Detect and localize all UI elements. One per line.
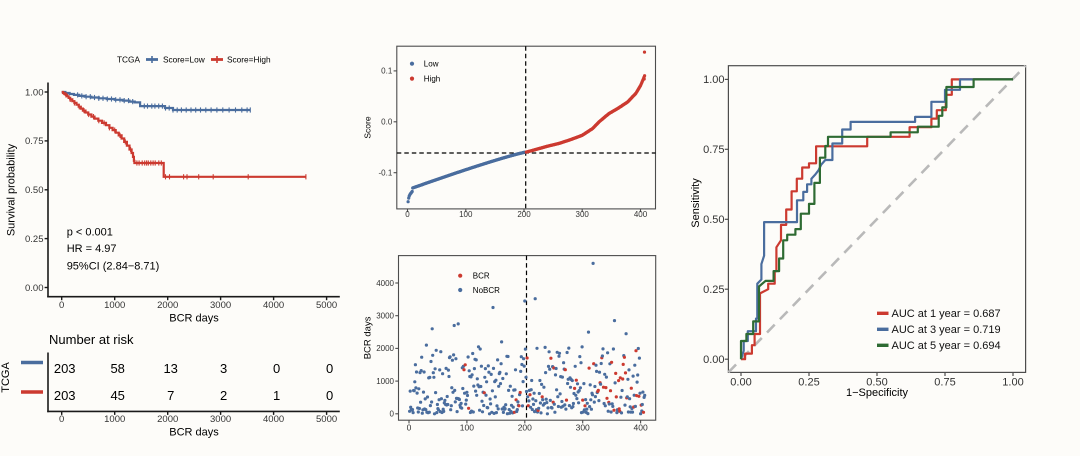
svg-text:0.25: 0.25 xyxy=(25,234,44,245)
svg-text:High: High xyxy=(424,74,440,83)
svg-text:95%CI (2.84−8.71): 95%CI (2.84−8.71) xyxy=(67,261,160,273)
svg-text:0.25: 0.25 xyxy=(798,376,819,388)
svg-text:400: 400 xyxy=(634,210,648,219)
svg-text:0.00: 0.00 xyxy=(730,376,751,388)
svg-text:3000: 3000 xyxy=(210,414,231,425)
svg-text:0: 0 xyxy=(59,414,64,425)
svg-text:0: 0 xyxy=(273,361,280,376)
svg-text:AUC at 5 year = 0.694: AUC at 5 year = 0.694 xyxy=(892,340,1001,352)
svg-text:45: 45 xyxy=(110,388,124,403)
svg-text:0: 0 xyxy=(59,300,64,311)
svg-text:5000: 5000 xyxy=(316,300,337,311)
svg-text:2000: 2000 xyxy=(157,414,178,425)
svg-text:3000: 3000 xyxy=(376,312,394,321)
svg-text:1000: 1000 xyxy=(104,414,125,425)
svg-text:BCR: BCR xyxy=(473,272,490,281)
svg-text:58: 58 xyxy=(110,361,124,376)
svg-text:3000: 3000 xyxy=(210,300,231,311)
svg-text:BCR days: BCR days xyxy=(169,426,219,438)
svg-text:13: 13 xyxy=(163,361,177,376)
svg-text:1.00: 1.00 xyxy=(1002,376,1023,388)
svg-text:2000: 2000 xyxy=(157,300,178,311)
svg-text:0: 0 xyxy=(326,361,333,376)
svg-text:0: 0 xyxy=(405,210,410,219)
svg-text:TCGA: TCGA xyxy=(0,362,12,393)
svg-text:200: 200 xyxy=(518,422,532,432)
svg-text:300: 300 xyxy=(576,210,590,219)
svg-text:0.0: 0.0 xyxy=(381,118,393,127)
svg-text:200: 200 xyxy=(517,210,531,219)
svg-text:203: 203 xyxy=(54,361,76,376)
svg-text:BCR days: BCR days xyxy=(169,313,219,325)
svg-text:300: 300 xyxy=(576,422,590,432)
svg-text:203: 203 xyxy=(54,388,76,403)
svg-text:0: 0 xyxy=(390,410,395,419)
svg-text:0: 0 xyxy=(407,422,412,432)
svg-text:0.25: 0.25 xyxy=(703,284,724,296)
svg-text:HR = 4.97: HR = 4.97 xyxy=(67,243,117,255)
svg-text:4000: 4000 xyxy=(263,414,284,425)
svg-text:0.75: 0.75 xyxy=(934,376,955,388)
svg-text:0.50: 0.50 xyxy=(703,214,724,226)
svg-text:Score: Score xyxy=(363,116,373,138)
svg-text:Survival probability: Survival probability xyxy=(6,143,18,236)
svg-text:0.00: 0.00 xyxy=(703,354,724,366)
svg-text:1000: 1000 xyxy=(104,300,125,311)
svg-text:2: 2 xyxy=(220,388,227,403)
svg-text:5000: 5000 xyxy=(316,414,337,425)
svg-text:100: 100 xyxy=(459,210,473,219)
svg-text:Score=High: Score=High xyxy=(227,55,271,65)
svg-text:0.75: 0.75 xyxy=(703,144,724,156)
svg-text:0: 0 xyxy=(326,388,333,403)
svg-text:Low: Low xyxy=(424,60,439,69)
svg-text:0.75: 0.75 xyxy=(25,136,44,147)
svg-text:0.50: 0.50 xyxy=(866,376,887,388)
svg-text:4000: 4000 xyxy=(263,300,284,311)
svg-text:Sensitivity: Sensitivity xyxy=(690,178,702,228)
svg-text:4000: 4000 xyxy=(376,279,394,288)
svg-text:BCR days: BCR days xyxy=(362,316,373,359)
svg-text:3: 3 xyxy=(220,361,227,376)
svg-text:100: 100 xyxy=(460,422,474,432)
svg-text:Number at risk: Number at risk xyxy=(49,332,134,347)
svg-text:1−Specificity: 1−Specificity xyxy=(846,387,909,399)
svg-text:1.00: 1.00 xyxy=(703,74,724,86)
svg-text:-0.1: -0.1 xyxy=(379,169,393,178)
svg-text:1.00: 1.00 xyxy=(25,87,44,98)
svg-text:400: 400 xyxy=(634,422,648,432)
svg-text:AUC at 1 year = 0.687: AUC at 1 year = 0.687 xyxy=(892,308,1001,320)
svg-text:2000: 2000 xyxy=(376,344,394,353)
svg-text:0.1: 0.1 xyxy=(381,67,393,76)
svg-text:1: 1 xyxy=(273,388,280,403)
svg-text:NoBCR: NoBCR xyxy=(473,286,500,295)
svg-text:TCGA: TCGA xyxy=(117,55,141,65)
svg-text:AUC at 3 year = 0.719: AUC at 3 year = 0.719 xyxy=(892,324,1001,336)
svg-text:0.00: 0.00 xyxy=(25,283,44,294)
svg-text:7: 7 xyxy=(167,388,174,403)
svg-text:Score=Low: Score=Low xyxy=(163,55,206,65)
svg-text:0.50: 0.50 xyxy=(25,185,44,196)
svg-text:p < 0.001: p < 0.001 xyxy=(67,226,113,238)
svg-text:1000: 1000 xyxy=(376,377,394,386)
